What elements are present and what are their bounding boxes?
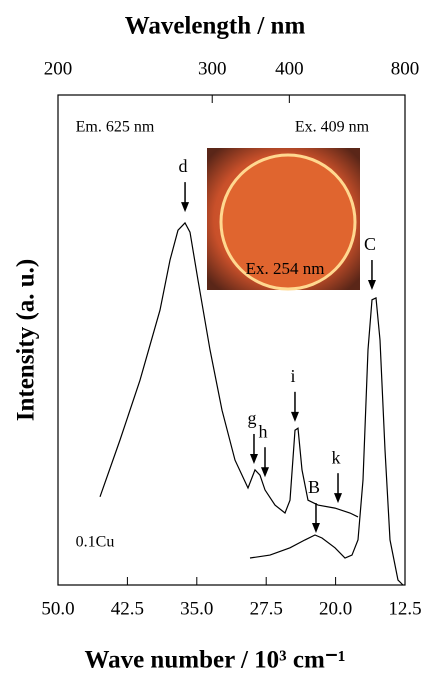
annotation-arrowhead <box>312 523 320 533</box>
x-tick-label: 35.0 <box>180 598 213 619</box>
inset-photo: Ex. 254 nm <box>207 148 360 290</box>
x-tick-label: 42.5 <box>111 598 144 619</box>
x2-tick-label: 200 <box>44 58 73 79</box>
annotation-label: d <box>179 156 188 176</box>
annotation-label: i <box>290 366 295 386</box>
x2-tick-label: 800 <box>391 58 420 79</box>
y-axis-title: Intensity (a. u.) <box>13 259 40 422</box>
spectrum-line <box>250 298 403 585</box>
annotation-label: B <box>308 477 320 497</box>
annotation-arrowhead <box>261 467 269 477</box>
x-tick-label: 27.5 <box>250 598 283 619</box>
note: Em. 625 nm <box>76 119 155 136</box>
note: Ex. 409 nm <box>295 119 370 136</box>
x-tick-label: 12.5 <box>388 598 421 619</box>
annotation-label: h <box>258 421 267 441</box>
x-tick-label: 20.0 <box>319 598 352 619</box>
chart: Ex. 254 nm Wavelength / nm Wave number /… <box>0 0 430 677</box>
annotation-arrowhead <box>250 454 258 464</box>
note: 0.1Cu <box>76 534 115 551</box>
annotation-label: C <box>364 234 376 254</box>
x2-tick-label: 400 <box>275 58 304 79</box>
annotation-label: g <box>247 408 256 428</box>
annotation-label: k <box>332 447 341 467</box>
x-axis-title: Wave number / 10³ cm⁻¹ <box>84 647 345 674</box>
annotation-arrowhead <box>291 412 299 422</box>
inset-label: Ex. 254 nm <box>246 259 325 278</box>
x-tick-label: 50.0 <box>41 598 74 619</box>
annotation-arrowhead <box>181 202 189 212</box>
annotation-arrowhead <box>368 280 376 290</box>
x2-axis-title: Wavelength / nm <box>125 13 306 40</box>
annotation-arrowhead <box>334 493 342 503</box>
x2-tick-label: 300 <box>198 58 227 79</box>
